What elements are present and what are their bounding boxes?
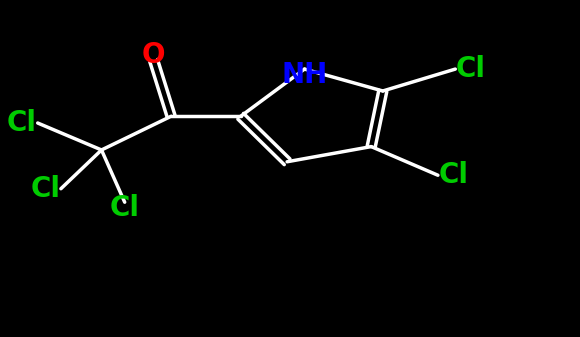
Text: Cl: Cl [438,161,469,189]
Text: NH: NH [281,61,328,89]
Text: Cl: Cl [456,55,486,83]
Text: Cl: Cl [30,175,60,203]
Text: O: O [142,40,165,69]
Text: Cl: Cl [110,194,140,222]
Text: Cl: Cl [7,109,37,137]
